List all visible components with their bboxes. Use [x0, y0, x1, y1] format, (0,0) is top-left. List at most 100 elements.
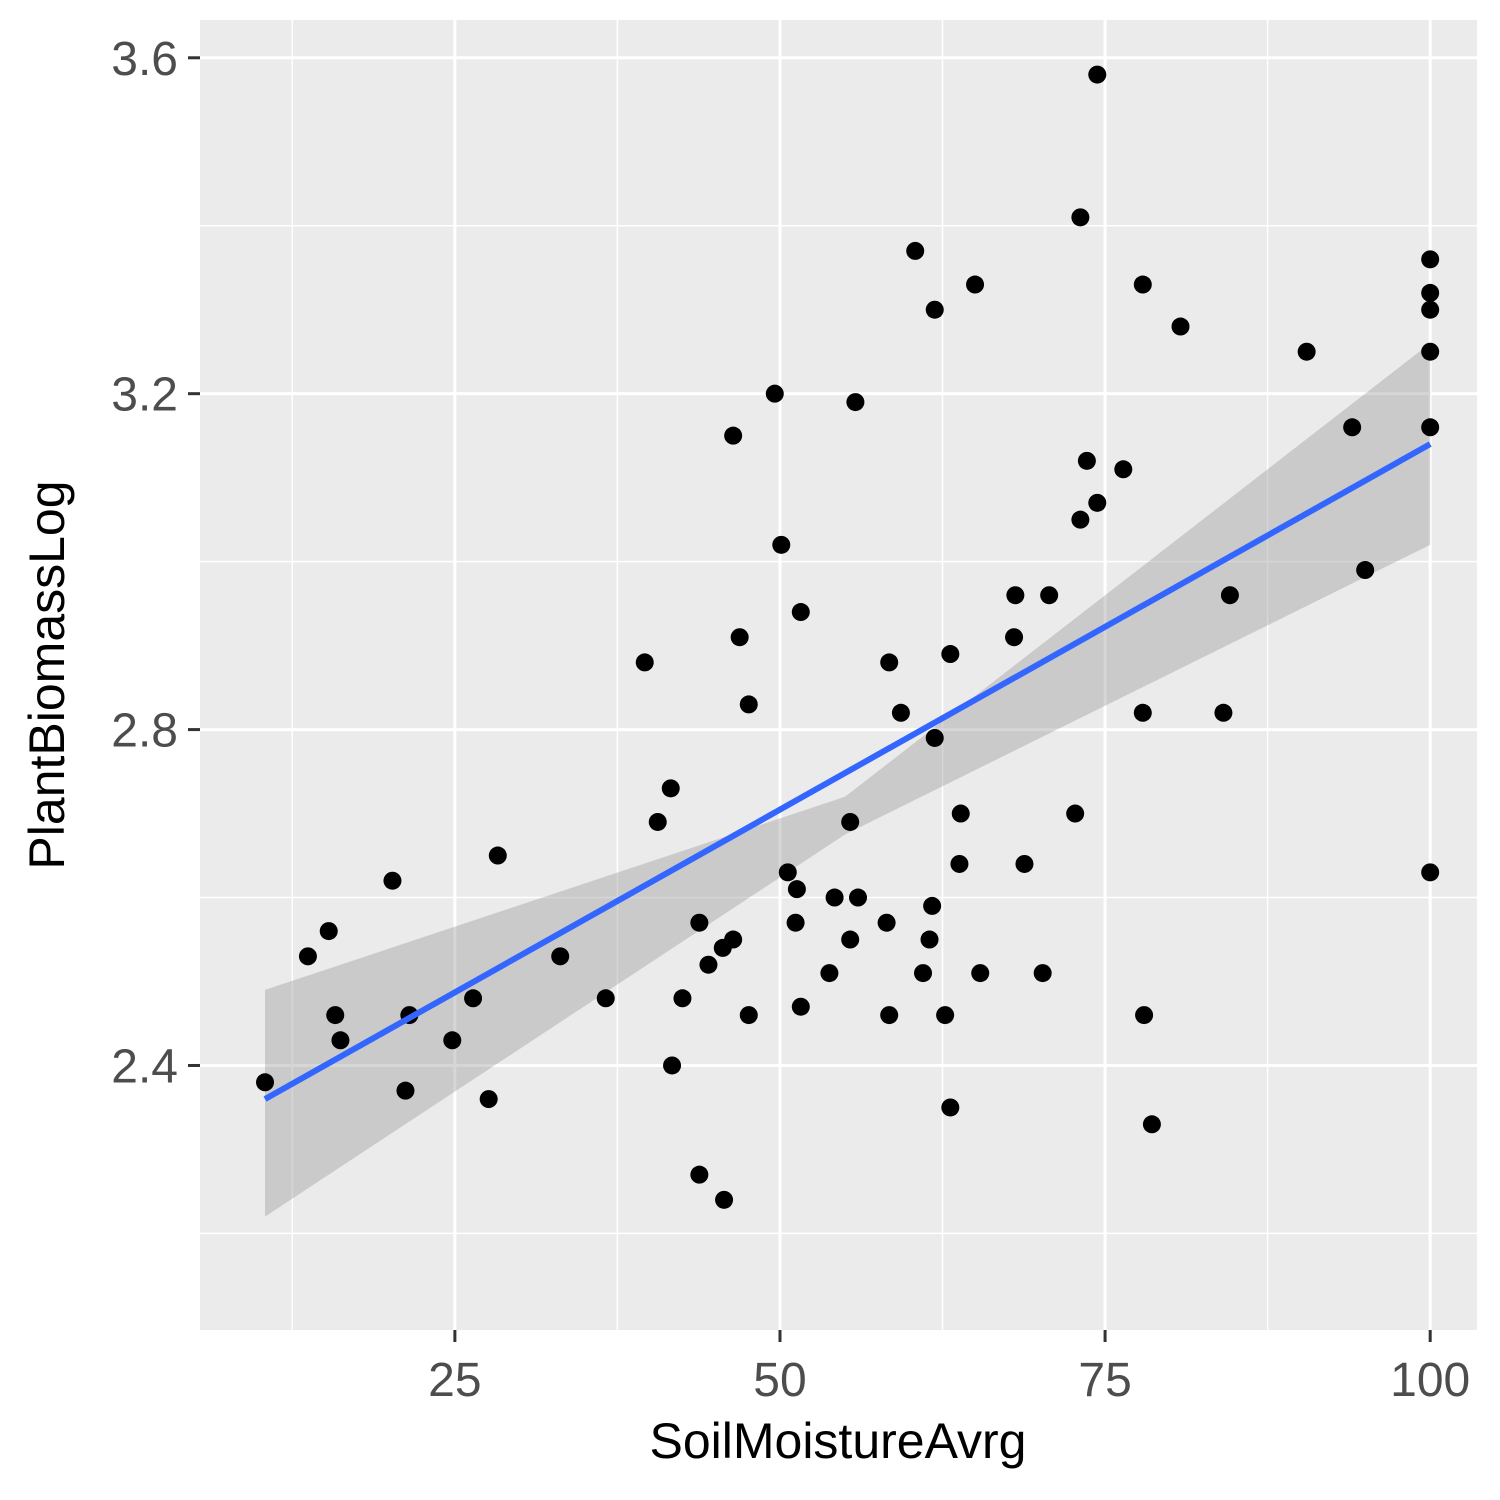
- data-point: [1421, 250, 1440, 269]
- y-tick-label: 2.8: [111, 705, 178, 758]
- data-point: [772, 535, 791, 554]
- data-points: [256, 65, 1440, 1209]
- y-tick-label: 2.4: [111, 1040, 178, 1093]
- data-point: [1088, 65, 1107, 84]
- data-point: [1421, 863, 1440, 882]
- data-point: [331, 1031, 350, 1050]
- data-point: [479, 1090, 498, 1109]
- data-point: [1421, 342, 1440, 361]
- regression-line: [263, 441, 1432, 1102]
- data-point: [925, 300, 944, 319]
- data-point: [825, 888, 844, 907]
- y-tick-label: 3.6: [111, 33, 178, 86]
- data-point: [1421, 283, 1440, 302]
- data-point: [1214, 703, 1233, 722]
- data-point: [951, 804, 970, 823]
- data-point: [1066, 804, 1085, 823]
- data-point: [786, 913, 805, 932]
- data-point: [1171, 317, 1190, 336]
- data-point: [1114, 460, 1133, 479]
- x-tick-label: 50: [753, 1354, 806, 1407]
- confidence-ribbon: [265, 343, 1431, 1217]
- data-point: [1088, 493, 1107, 512]
- y-tick-label: 3.2: [111, 369, 178, 422]
- data-point: [920, 930, 939, 949]
- major-gridlines: [200, 20, 1477, 1330]
- x-axis: 25 50 75 100: [428, 1330, 1470, 1407]
- x-tick-label: 25: [428, 1354, 481, 1407]
- data-point: [1421, 300, 1440, 319]
- data-point: [841, 812, 860, 831]
- data-point: [1343, 418, 1362, 437]
- data-point: [648, 812, 667, 831]
- data-point: [923, 896, 942, 915]
- y-axis: 2.4 2.8 3.2 3.6: [111, 33, 200, 1093]
- data-point: [787, 880, 806, 899]
- data-point: [925, 728, 944, 747]
- data-point: [1297, 342, 1316, 361]
- data-point: [663, 1056, 682, 1075]
- data-point: [1040, 586, 1059, 605]
- data-point: [765, 384, 784, 403]
- data-point: [891, 703, 910, 722]
- data-point: [791, 997, 810, 1016]
- data-point: [730, 628, 749, 647]
- data-point: [396, 1081, 415, 1100]
- data-point: [739, 1006, 758, 1025]
- data-point: [1071, 208, 1090, 227]
- data-point: [1006, 586, 1025, 605]
- data-point: [488, 846, 507, 865]
- data-point: [1421, 418, 1440, 437]
- data-point: [1356, 561, 1375, 580]
- data-point: [877, 913, 896, 932]
- x-tick-label: 100: [1390, 1354, 1470, 1407]
- data-point: [1142, 1115, 1161, 1134]
- data-point: [941, 645, 960, 664]
- data-point: [1135, 1006, 1154, 1025]
- data-point: [1220, 586, 1239, 605]
- data-point: [1033, 964, 1052, 983]
- data-point: [551, 947, 570, 966]
- data-point: [906, 241, 925, 260]
- data-point: [690, 913, 709, 932]
- data-point: [820, 964, 839, 983]
- data-point: [673, 989, 692, 1008]
- data-point: [1015, 854, 1034, 873]
- data-point: [1133, 275, 1152, 294]
- data-point: [846, 393, 865, 412]
- data-point: [383, 871, 402, 890]
- data-point: [936, 1006, 955, 1025]
- data-point: [1005, 628, 1024, 647]
- data-point: [326, 1006, 345, 1025]
- x-tick-label: 75: [1078, 1354, 1131, 1407]
- panel-background: [200, 20, 1477, 1330]
- data-point: [791, 603, 810, 622]
- data-point: [880, 653, 899, 672]
- data-point: [914, 964, 933, 983]
- data-point: [715, 1190, 734, 1209]
- data-point: [464, 989, 483, 1008]
- data-point: [880, 1006, 899, 1025]
- y-axis-title: PlantBiomassLog: [19, 480, 75, 869]
- data-point: [1071, 510, 1090, 529]
- data-point: [849, 888, 868, 907]
- data-point: [690, 1165, 709, 1184]
- data-point: [443, 1031, 462, 1050]
- data-point: [298, 947, 317, 966]
- data-point: [724, 930, 743, 949]
- data-point: [941, 1098, 960, 1117]
- data-point: [966, 275, 985, 294]
- data-point: [1077, 451, 1096, 470]
- data-point: [724, 426, 743, 445]
- data-point: [256, 1073, 275, 1092]
- data-point: [739, 695, 758, 714]
- data-point: [699, 955, 718, 974]
- data-point: [319, 922, 338, 941]
- x-axis-title: SoilMoistureAvrg: [649, 1413, 1026, 1469]
- data-point: [778, 863, 797, 882]
- data-point: [661, 779, 680, 798]
- data-point: [1133, 703, 1152, 722]
- data-point: [971, 964, 990, 983]
- data-point: [635, 653, 654, 672]
